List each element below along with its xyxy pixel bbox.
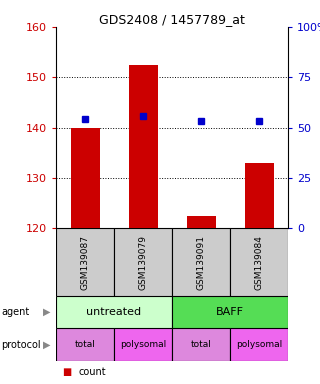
Bar [172, 228, 230, 296]
Text: untreated: untreated [86, 307, 141, 317]
Text: total: total [75, 340, 95, 349]
Bar [56, 296, 172, 328]
Text: polysomal: polysomal [236, 340, 282, 349]
Text: GSM139087: GSM139087 [81, 235, 90, 290]
Bar [230, 228, 288, 296]
Bar [230, 328, 288, 361]
Bar [172, 328, 230, 361]
Text: protocol: protocol [2, 339, 41, 350]
Title: GDS2408 / 1457789_at: GDS2408 / 1457789_at [99, 13, 245, 26]
Text: count: count [78, 367, 106, 377]
Bar [244, 163, 274, 228]
Text: total: total [191, 340, 212, 349]
Text: ■: ■ [62, 367, 72, 377]
Text: polysomal: polysomal [120, 340, 166, 349]
Text: GSM139091: GSM139091 [196, 235, 205, 290]
Text: ▶: ▶ [43, 339, 50, 350]
Bar [187, 216, 215, 228]
Bar [56, 228, 114, 296]
Text: ▶: ▶ [43, 307, 50, 317]
Bar [172, 296, 288, 328]
Bar [114, 328, 172, 361]
Text: agent: agent [2, 307, 30, 317]
Bar [70, 127, 100, 228]
Text: GSM139079: GSM139079 [139, 235, 148, 290]
Text: BAFF: BAFF [216, 307, 244, 317]
Bar [129, 65, 157, 228]
Text: GSM139084: GSM139084 [254, 235, 263, 290]
Bar [56, 328, 114, 361]
Bar [114, 228, 172, 296]
